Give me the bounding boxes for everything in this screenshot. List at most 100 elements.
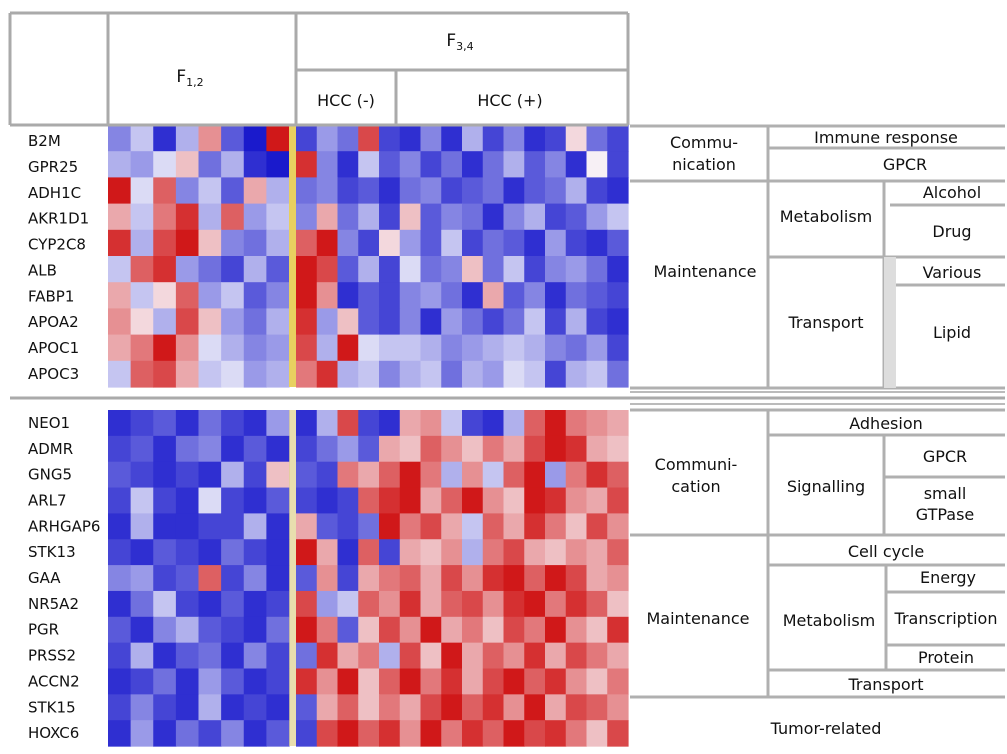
heatmap-bottom-cell-r7-c7 [266,590,290,618]
bottom-gene-label: ARL7 [28,492,67,510]
heatmap-bottom-cell-r7-c21 [565,590,588,618]
heatmap-bottom-cell-r3-c19 [524,487,546,514]
heatmap-bottom-cell-r12-c0 [108,720,132,747]
heatmap-bottom-cell-r11-c2 [153,694,177,721]
header-grid [8,11,630,127]
heatmap-bottom-cell-r1-c14 [420,435,442,463]
heatmap-bottom-cell-r4-c14 [420,513,442,540]
heatmap-top-cell-r0-c21 [565,125,588,152]
heatmap-bottom-cell-r6-c4 [198,565,222,592]
heatmap-top-cell-r9-c6 [243,360,267,388]
heatmap-top-cell-r0-c1 [130,125,154,152]
heatmap-bottom-cell-r10-c7 [266,668,290,695]
heatmap-bottom-cell-r8-c17 [482,616,505,644]
heatmap-top-cell-r9-c23 [607,360,629,388]
heatmap-bottom-cell-r7-c5 [221,590,245,618]
heatmap-bottom-cell-r6-c13 [399,565,422,592]
heatmap-bottom-cell-r2-c7 [266,461,290,489]
heatmap-top-cell-r4-c0 [108,229,132,257]
heatmap-bottom-cell-r9-c11 [358,642,380,670]
gene-labels-top: B2M GPR25 ADH1C AKR1D1 CYP2C8 ALB FABP1 APOA2 AP… [28,132,89,383]
heatmap-bottom-cell-r1-c7 [266,435,290,463]
heatmap-bottom-cell-r11-c7 [266,694,290,721]
heatmap-bottom-cell-r11-c8 [296,694,318,721]
bottom-adhesion-label: Adhesion [849,414,923,433]
heatmap-bottom-cell-r2-c2 [153,461,177,489]
heatmap-top-cell-r8-c22 [586,334,608,362]
heatmap-top-cell-r0-c18 [503,125,525,152]
heatmap-bottom-cell-r10-c13 [399,668,422,695]
heatmap-bottom-cell-r2-c9 [316,461,339,489]
heatmap-top-cell-r8-c14 [420,334,442,362]
heatmap-bottom-cell-r4-c2 [153,513,177,540]
heatmap-top-cell-r1-c11 [358,151,380,178]
heatmap-bottom-cell-r6-c16 [462,565,484,592]
heatmap-bottom-cell-r4-c8 [296,513,318,540]
heatmap-top-cell-r7-c14 [420,308,442,336]
heatmap-bottom-cell-r0-c2 [153,410,177,437]
heatmap-bottom-cell-r2-c10 [337,461,359,489]
heatmap-top-cell-r2-c1 [130,177,154,205]
heatmap-top-cell-r0-c22 [586,125,608,152]
heatmap-bottom-cell-r0-c4 [198,410,222,437]
heatmap-bottom-cell-r10-c10 [337,668,359,695]
heatmap-top-cell-r5-c8 [296,256,318,283]
gene-labels-bottom: NEO1 ADMR GNG5 ARL7 ARHGAP6 STK13 GAA NR5A2 PGR P… [28,414,100,742]
heatmap-bottom-cell-r6-c22 [586,565,608,592]
heatmap-top-cell-r3-c12 [379,203,401,231]
bottom-gpcr-label: GPCR [923,447,967,466]
top-gene-label: APOC1 [28,339,79,357]
heatmap-top-cell-r1-c19 [524,151,546,178]
heatmap-bottom-cell-r0-c3 [175,410,200,437]
heatmap-top-cell-r7-c2 [153,308,177,336]
heatmap-bottom-cell-r3-c23 [607,487,629,514]
heatmap-bottom-cell-r9-c9 [316,642,339,670]
heatmap-bottom-cell-r8-c22 [586,616,608,644]
heatmap-bottom-cell-r11-c5 [221,694,245,721]
heatmap-top-cell-r2-c2 [153,177,177,205]
heatmap-top-cell-r7-c17 [482,308,505,336]
heatmap-top-cell-r9-c22 [586,360,608,388]
heatmap-top-cell-r8-c10 [337,334,359,362]
heatmap-bottom-cell-r5-c23 [607,539,629,566]
heatmap-bottom-cell-r3-c9 [316,487,339,514]
heatmap-bottom-cell-r5-c14 [420,539,442,566]
heatmap-bottom-cell-r8-c19 [524,616,546,644]
heatmap-top-cell-r4-c21 [565,229,588,257]
heatmap-bottom-cell-r10-c14 [420,668,442,695]
heatmap-bottom-cell-r3-c7 [266,487,290,514]
heatmap-top-cell-r3-c8 [296,203,318,231]
top-various-label: Various [923,263,982,282]
heatmap-top-cell-r3-c19 [524,203,546,231]
heatmap-bottom-cell-r4-c17 [482,513,505,540]
heatmap-bottom-cell-r6-c14 [420,565,442,592]
heatmap-top-cell-r5-c13 [399,256,422,283]
heatmap-bottom-cell-r1-c9 [316,435,339,463]
heatmap-bottom-cell-r9-c13 [399,642,422,670]
heatmap-top-cell-r9-c14 [420,360,442,388]
heatmap-top-cell-r2-c0 [108,177,132,205]
bottom-gene-label: HOXC6 [28,724,79,742]
heatmap-bottom-cell-r2-c8 [296,461,318,489]
heatmap-top-cell-r6-c11 [358,282,380,309]
heatmap-top-cell-r9-c10 [337,360,359,388]
bottom-annotation-grid [630,408,1005,699]
heatmap-top-cell-r6-c10 [337,282,359,309]
heatmap-top-cell-r8-c15 [441,334,463,362]
heatmap-bottom-cell-r11-c16 [462,694,484,721]
heatmap-bottom-cell-r8-c4 [198,616,222,644]
heatmap-bottom-cell-r10-c23 [607,668,629,695]
heatmap-bottom-cell-r12-c19 [524,720,546,747]
heatmap-bottom-cell-r11-c17 [482,694,505,721]
heatmap-bottom-cell-r8-c5 [221,616,245,644]
heatmap-top-cell-r2-c16 [462,177,484,205]
heatmap-bottom-cell-r9-c6 [243,642,267,670]
heatmap-bottom-cell-r3-c16 [462,487,484,514]
heatmap-top-cell-r1-c16 [462,151,484,178]
heatmap-bottom-cell-r2-c17 [482,461,505,489]
heatmap-bottom-cell-r11-c14 [420,694,442,721]
bottom-signalling-label: Signalling [787,477,865,496]
heatmap-bottom-cell-r3-c17 [482,487,505,514]
heatmap-bottom-cell-r5-c1 [130,539,154,566]
heatmap-top-cell-r9-c2 [153,360,177,388]
